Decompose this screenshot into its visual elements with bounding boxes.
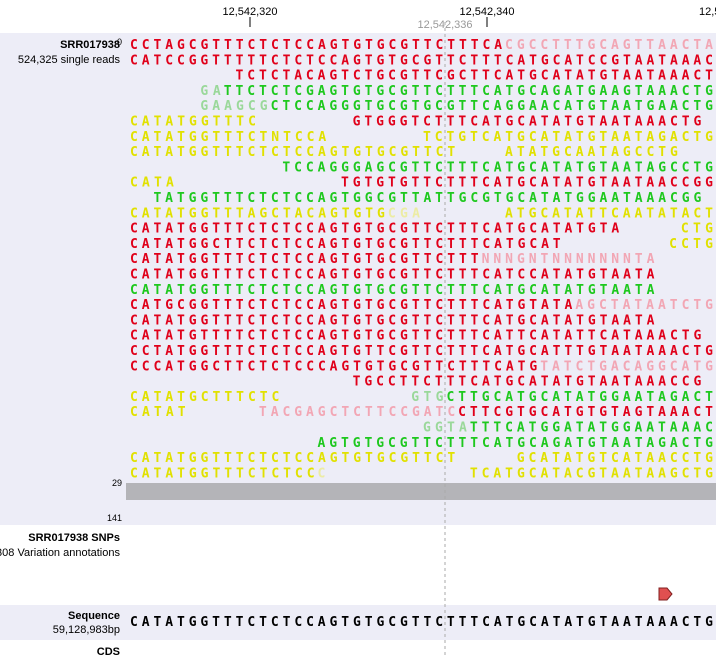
read: CATATGGTTTCTCTCCAGTGTGCGTTCTTTCATGCATATG… — [130, 313, 655, 328]
read: CATATGTTTTCTCTCCAGTGTGCGTTCTTTCATTCATATT… — [130, 329, 701, 344]
ruler-label: 12,5 — [699, 6, 716, 18]
track-title: SRR017938 SNPs — [28, 532, 120, 544]
read: CATATGGCTTCTCTCCAGTGTGCGTTCTTTCATGCAT — [130, 237, 561, 252]
read: CTTGCATGCATATGGAATAGACTG — [446, 390, 716, 405]
read: CATATGGTTTCTCTCCAGTGTGCGTTCTTTCATCCATATG… — [130, 268, 655, 283]
scale-label: 0 — [117, 37, 122, 47]
coverage — [126, 483, 716, 500]
read: CATAT — [130, 405, 186, 420]
read: CATATGGTTTCTNTCCA — [130, 130, 326, 145]
scale-label: 29 — [112, 478, 122, 488]
read: CATATGCTTTCTC — [130, 390, 279, 405]
read: TCATGCATACGTAATAAGCTG — [470, 466, 713, 481]
scale-label: 141 — [107, 513, 122, 523]
cursor-label: 12,542,336 — [417, 19, 472, 31]
read: CGA — [388, 206, 420, 221]
read: ATATGCAATAGCCTG — [505, 145, 678, 160]
ruler-label: 12,542,320 — [222, 6, 277, 18]
read: GCATATGTCATAACCTG — [517, 451, 713, 466]
snp-marker[interactable] — [658, 587, 673, 601]
reads: CCTAGCGTTTCTCTCCAGTGTGCGTTCTTTCA CGCCTTTG… — [130, 38, 716, 630]
read: CATATGGTTTCTCTCCAGTGTGCGTTCTTTCATGCATATG… — [130, 283, 655, 298]
track-title: Sequence — [68, 610, 120, 622]
track-title: CDS — [97, 646, 120, 657]
read: CATATGGTTTC — [130, 115, 256, 130]
read: C — [318, 466, 326, 481]
read: TCCAGGGAGCGTTCTTTCATGCATATGTAATAGCCTG — [282, 160, 713, 175]
reads-track-bg — [0, 33, 716, 525]
track-subtitle: 59,128,983bp — [53, 624, 120, 636]
read: TACGAGCTCTTCCGATC — [259, 405, 455, 420]
track-subtitle: 308 Variation annotations — [0, 547, 120, 559]
read: CTG — [681, 222, 713, 237]
read: TCTGTCATGCATATGTAATAGACTG — [423, 130, 713, 145]
track-subtitle: 524,325 single reads — [18, 54, 121, 66]
read: CCCATGGCTTCTCTCCCAGTGTGCGTTCTTTCATG — [130, 359, 537, 374]
track-title: SRR017938 — [60, 39, 120, 51]
read: GTG — [411, 390, 443, 405]
read: NNNGNTNNNNNNNTA — [482, 252, 655, 267]
ruler-label: 12,542,340 — [459, 6, 514, 18]
sequence-track-bg — [0, 605, 716, 640]
read: ATGCATATTCAATATACTG — [505, 206, 716, 221]
